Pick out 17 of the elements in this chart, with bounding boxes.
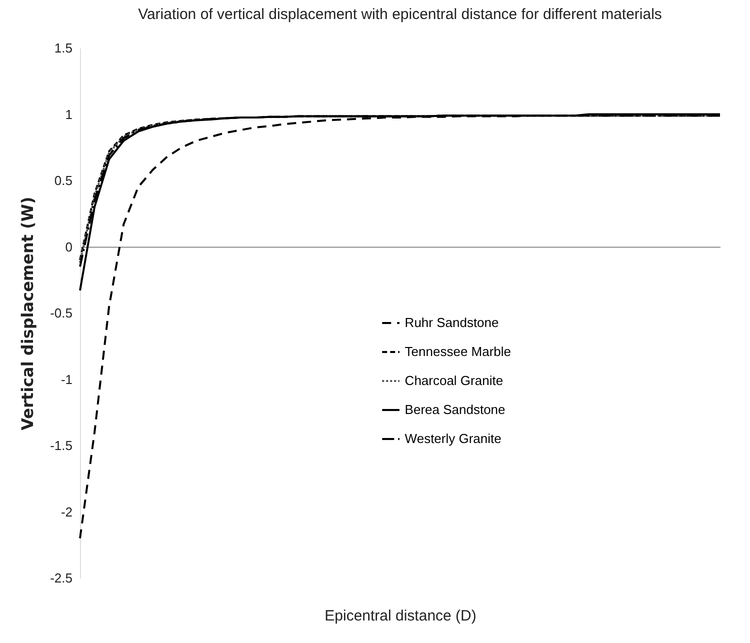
x-axis-title: Epicentral distance (D) xyxy=(324,608,476,624)
y-tick-label: 0 xyxy=(65,239,72,254)
y-tick-label: -2 xyxy=(60,504,72,520)
y-tick-label: -1.5 xyxy=(50,438,72,453)
legend-label: Tennessee Marble xyxy=(404,344,512,359)
legend-label: Berea Sandstone xyxy=(404,402,506,417)
y-tick-label: -0.5 xyxy=(50,306,72,320)
y-tick-label: -2.5 xyxy=(50,570,72,586)
y-tick-label: 1.5 xyxy=(54,40,72,56)
legend-label: Westerly Granite xyxy=(404,431,502,446)
legend-label: Charcoal Granite xyxy=(404,373,504,388)
y-tick-label: -1 xyxy=(60,372,72,387)
y-tick-label: 0.5 xyxy=(54,173,72,188)
legend-label: Ruhr Sandstone xyxy=(404,315,499,330)
y-tick-label: 1 xyxy=(65,106,72,122)
y-axis-title: Vertical displacement (W) xyxy=(18,196,38,430)
chart-title: Variation of vertical displacement with epicentral distance for different materials xyxy=(138,6,662,23)
